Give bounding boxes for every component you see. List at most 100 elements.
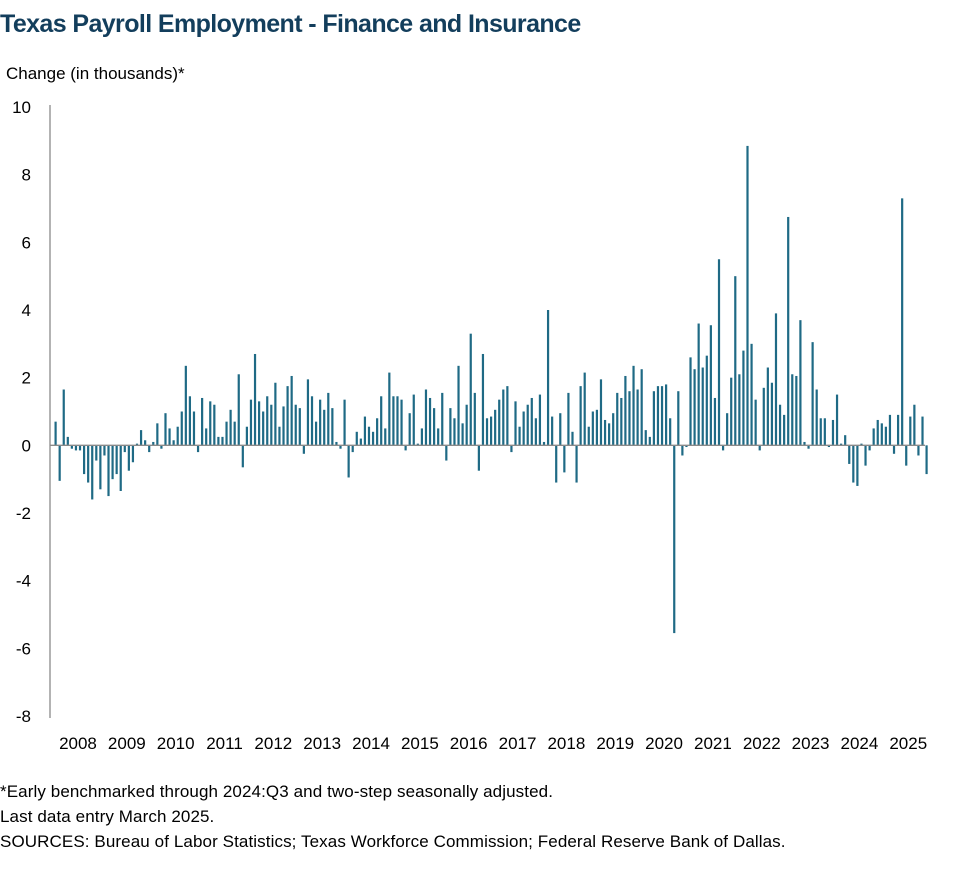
bar [734,276,737,446]
y-tick-label: 4 [22,301,31,320]
bar [107,445,110,497]
bar [913,404,916,446]
bar [892,445,896,454]
bar [603,419,607,446]
bar [111,445,114,480]
bar [705,355,708,446]
chart-title: Texas Payroll Employment - Finance and I… [0,10,581,38]
bar [314,421,318,446]
bar [864,445,867,466]
bar [909,416,912,446]
bar [245,426,248,446]
bar [559,413,562,446]
bar [274,382,277,446]
bar [184,365,187,446]
x-tick-label: 2011 [206,734,243,753]
bar [807,445,810,449]
y-tick-label: -4 [16,572,31,591]
bar [546,310,550,446]
bar [640,369,643,446]
x-tick-label: 2017 [499,734,537,753]
bar [359,438,362,446]
bar [628,391,631,446]
bar [78,445,82,451]
bar [233,421,236,446]
bar [848,445,851,464]
bar [144,440,147,446]
x-tick-labels: 2008 2009 2010 2011 2012 2013 2014 2015 2016 2017… [59,734,927,753]
bar [396,396,399,446]
bar [298,408,301,446]
bar [82,445,86,475]
bar [681,445,684,456]
y-tick-label: 2 [22,369,31,388]
bar [872,428,875,446]
bar [477,445,480,471]
x-tick-label: 2025 [889,734,927,753]
bar-chart: 10 8 6 4 2 0 -2 -4 -6 -8 2008 2009 2010 2011 2012 2013… [12,98,928,753]
bar [221,436,224,446]
bar [164,413,167,446]
bar [827,445,830,448]
bar [351,445,354,453]
bar [229,409,232,446]
bar [730,377,733,446]
bar [795,375,798,446]
bar [400,399,403,446]
bar [689,357,692,446]
bar [595,409,599,446]
bar [335,441,338,446]
bar [461,423,464,446]
bar [327,392,330,446]
bar [567,392,570,446]
bar [172,440,175,446]
bar [420,428,423,446]
bar [575,445,578,483]
bar [392,396,395,446]
bar [294,404,297,446]
bar [498,399,501,446]
bar [148,445,151,453]
footnote-last-entry: Last data entry March 2025. [0,807,215,826]
footnote-sources: SOURCES: Bureau of Labor Statistics; Tex… [0,832,786,851]
bar [213,404,216,446]
y-axis-label: Change (in thousands)* [6,64,185,83]
bar [428,397,432,446]
bar [742,350,745,446]
bar [371,431,375,446]
bar [54,421,57,446]
bar [571,431,574,446]
bar [225,421,228,446]
bar [262,411,265,446]
bar [412,394,415,446]
x-tick-label: 2021 [694,734,732,753]
bar [388,372,391,446]
bar [376,418,379,446]
bar [766,367,769,446]
bar [404,445,407,451]
bar [823,418,826,446]
bar [750,343,753,446]
bar [811,342,814,446]
bar [152,441,155,446]
bar [778,404,782,446]
bar [783,414,786,446]
bar [188,396,192,446]
x-tick-label: 2020 [645,734,683,753]
bar [591,411,594,446]
x-tick-label: 2018 [547,734,585,753]
bar [551,416,554,446]
bar [925,445,928,475]
bar [87,445,90,483]
bar [815,389,818,446]
bar [685,445,688,448]
bar [384,428,387,446]
bar [489,416,493,446]
x-tick-label: 2009 [108,734,146,753]
bar [319,399,322,446]
bar [176,426,179,446]
bar [286,386,289,446]
bar [355,431,358,446]
bar [803,441,806,446]
bar [156,423,159,446]
